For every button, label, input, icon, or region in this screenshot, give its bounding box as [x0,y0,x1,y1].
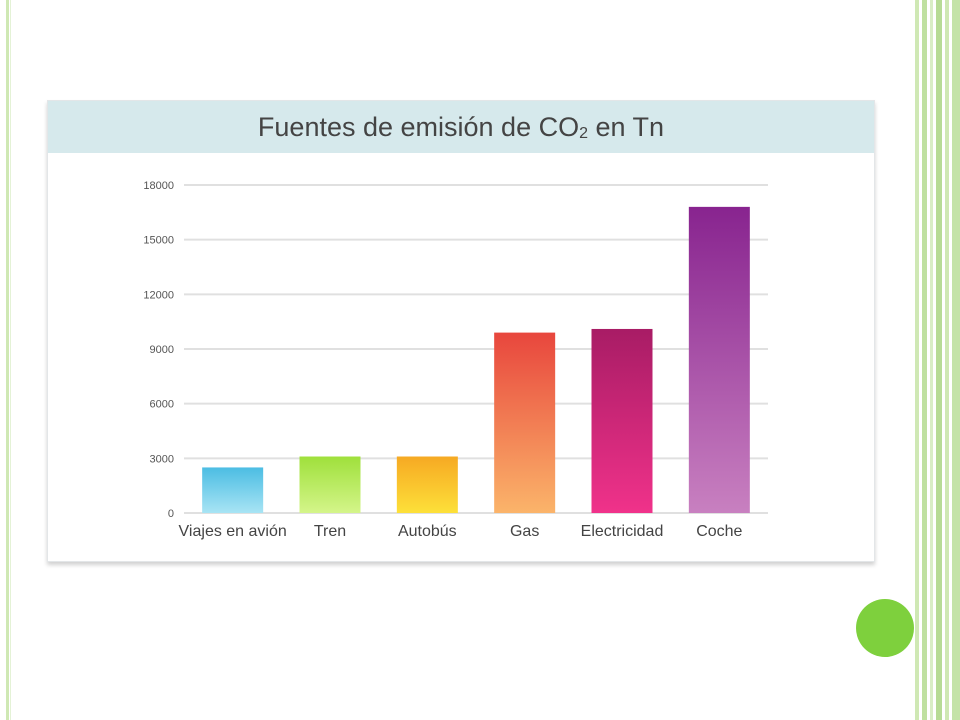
x-tick-label: Electricidad [581,523,664,540]
bar-1 [299,456,361,513]
bars [202,206,750,513]
y-axis-ticks: 0 3000 6000 9000 12000 15000 18000 [143,180,174,520]
slide-right-band [922,0,927,720]
y-tick-label: 18000 [143,180,174,192]
bar-5 [688,206,750,513]
slide-right-band [930,0,933,720]
y-tick-label: 0 [168,508,174,520]
green-circle-decoration [856,599,914,657]
chart-title-main: Fuentes de emisión de CO [257,112,580,142]
bar-chart: 0 3000 6000 9000 12000 15000 18000 Viajes en a… [143,180,768,540]
y-tick-label: 3000 [150,453,174,465]
x-tick-label: Coche [696,523,742,540]
chart-title-tail: en Tn [588,112,665,142]
slide-right-band [936,0,942,720]
chart-title-subscript: 2 [579,125,588,142]
slide-left-border [6,0,11,720]
y-tick-label: 9000 [150,344,174,356]
slide-right-band [915,0,919,720]
slide-right-band [945,0,949,720]
bar-0 [202,467,264,513]
x-tick-label: Autobús [398,523,457,540]
y-tick-label: 12000 [143,289,174,301]
bar-3 [494,332,556,513]
y-tick-label: 6000 [150,399,174,411]
grid-lines [184,184,768,514]
slide-right-band [952,0,960,720]
x-tick-label: Tren [314,523,346,540]
chart-header [48,101,874,153]
chart-card: Fuentes de emisión de CO2 en Tn 0 3000 600… [47,100,875,562]
bar-4 [591,328,653,513]
bar-2 [396,456,458,513]
chart-title: Fuentes de emisión de CO2 en Tn [48,101,874,153]
x-tick-label: Viajes en avión [179,523,287,540]
x-axis-labels: Viajes en avión Tren Autobús Gas Electricida… [179,523,743,540]
y-tick-label: 15000 [143,235,174,247]
x-tick-label: Gas [510,523,539,540]
